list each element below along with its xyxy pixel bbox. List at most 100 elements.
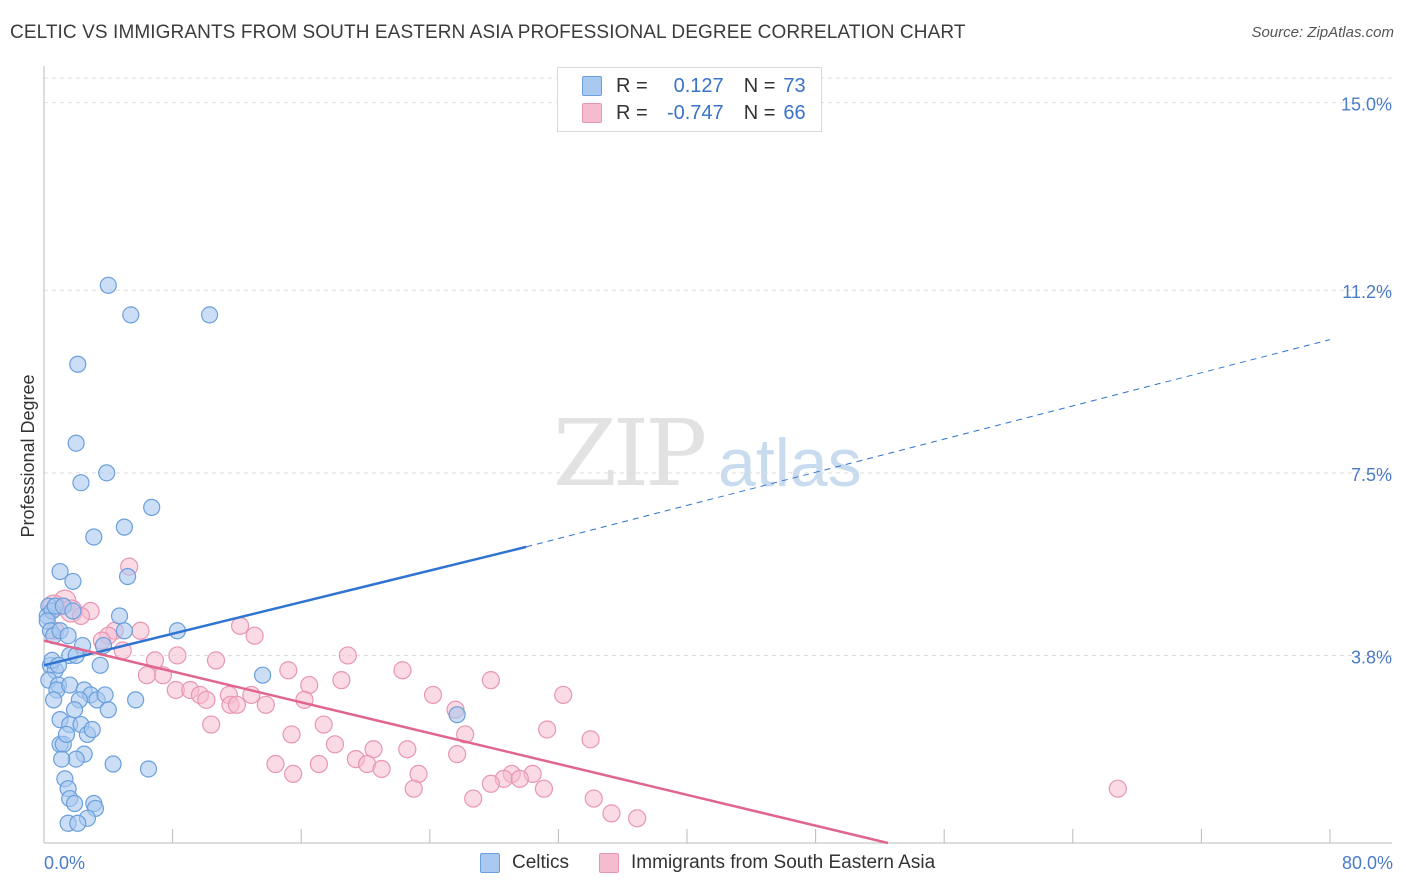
immigrants-point bbox=[245, 626, 264, 645]
immigrants-point bbox=[197, 690, 216, 709]
immigrants-point bbox=[202, 715, 221, 734]
immigrants-point bbox=[206, 651, 226, 670]
trend-lines bbox=[43, 339, 1331, 845]
celtics-point bbox=[139, 760, 158, 778]
immigrants-point bbox=[448, 745, 467, 764]
series-celtics-points bbox=[38, 276, 466, 832]
celtics-swatch bbox=[480, 853, 500, 873]
correlation-legend: R = 0.127 N = 73 R = -0.747 N = 66 bbox=[557, 67, 822, 132]
legend-r-value: 0.127 bbox=[673, 74, 724, 97]
immigrants-point bbox=[309, 754, 328, 774]
immigrants-point bbox=[481, 671, 500, 690]
x-tick-label-left: 0.0% bbox=[44, 853, 85, 873]
series-legend: Celtics Immigrants from South Eastern As… bbox=[480, 852, 965, 874]
celtics-point bbox=[448, 706, 466, 724]
immigrants-trend-line bbox=[43, 639, 889, 845]
immigrants-point bbox=[266, 754, 285, 774]
legend-item-celtics[interactable]: Celtics bbox=[480, 852, 569, 874]
y-tick-label: 3.8% bbox=[1351, 647, 1392, 667]
axes bbox=[43, 66, 1392, 844]
y-tick-label: 11.2% bbox=[1342, 282, 1392, 302]
immigrants-point bbox=[168, 646, 187, 665]
immigrants-point bbox=[423, 685, 443, 705]
celtics-point bbox=[127, 691, 145, 709]
celtics-point bbox=[99, 276, 117, 294]
celtics-trend-extension bbox=[526, 339, 1331, 548]
immigrants-point bbox=[145, 651, 165, 670]
celtics-point bbox=[254, 666, 272, 684]
immigrants-point bbox=[398, 740, 417, 759]
immigrants-point bbox=[325, 735, 345, 754]
legend-row-celtics: R = 0.127 N = 73 bbox=[582, 73, 806, 99]
celtics-point bbox=[67, 750, 85, 768]
celtics-point bbox=[69, 814, 87, 832]
legend-r-label: R = bbox=[616, 101, 648, 124]
celtics-point bbox=[53, 750, 71, 768]
legend-r-value: -0.747 bbox=[666, 101, 724, 124]
immigrants-point bbox=[256, 695, 275, 714]
legend-swatch-pink bbox=[582, 103, 602, 123]
immigrants-point bbox=[284, 764, 303, 784]
gridlines bbox=[44, 77, 1392, 656]
legend-r-label: R = bbox=[616, 74, 648, 97]
legend-n-value: 66 bbox=[783, 101, 806, 124]
celtics-trend-line bbox=[43, 545, 527, 667]
watermark-atlas: atlas bbox=[718, 425, 862, 501]
immigrants-point bbox=[372, 759, 391, 779]
immigrants-point bbox=[282, 725, 301, 744]
celtics-point bbox=[61, 676, 79, 694]
immigrants-point bbox=[295, 690, 314, 709]
celtics-point bbox=[143, 498, 161, 516]
celtics-point bbox=[118, 567, 137, 586]
immigrants-swatch bbox=[599, 853, 620, 873]
immigrants-point bbox=[464, 789, 483, 808]
legend-row-immigrants: R = -0.747 N = 66 bbox=[582, 100, 806, 126]
celtics-point bbox=[200, 306, 219, 324]
immigrants-point bbox=[456, 725, 475, 744]
y-axis-label: Professional Degree bbox=[18, 374, 38, 537]
immigrants-point bbox=[332, 671, 351, 690]
celtics-point bbox=[110, 607, 129, 625]
celtics-point bbox=[65, 794, 84, 813]
celtics-point bbox=[99, 701, 117, 719]
x-tick-label-right: 80.0% bbox=[1342, 853, 1393, 873]
legend-swatch-blue bbox=[582, 76, 602, 96]
immigrants-point bbox=[628, 809, 647, 828]
series-immigrants-points bbox=[42, 557, 1127, 828]
legend-item-immigrants[interactable]: Immigrants from South Eastern Asia bbox=[599, 852, 935, 874]
immigrants-point bbox=[581, 730, 600, 749]
immigrants-point bbox=[227, 695, 246, 714]
y-tick-label: 15.0% bbox=[1341, 95, 1392, 115]
legend-n-value: 73 bbox=[783, 74, 806, 97]
celtics-point bbox=[72, 474, 90, 492]
immigrants-point bbox=[314, 715, 333, 734]
immigrants-point bbox=[584, 789, 603, 808]
celtics-point bbox=[104, 755, 122, 773]
tick-labels: 3.8% 7.5% 11.2% 15.0% 0.0% 80.0% bbox=[44, 95, 1393, 873]
legend-n-label: N = bbox=[743, 101, 776, 124]
celtics-point bbox=[51, 562, 69, 581]
chart-title: CELTIC VS IMMIGRANTS FROM SOUTH EASTERN … bbox=[10, 22, 966, 43]
immigrants-point bbox=[1108, 779, 1127, 798]
celtics-point bbox=[85, 528, 103, 546]
celtics-point bbox=[45, 691, 63, 709]
immigrants-point bbox=[279, 661, 298, 680]
celtics-point bbox=[122, 306, 140, 324]
celtics-point bbox=[115, 622, 133, 640]
celtics-point bbox=[64, 602, 82, 620]
celtics-point bbox=[69, 355, 87, 373]
immigrants-point bbox=[538, 720, 557, 739]
celtics-point bbox=[65, 701, 84, 719]
source-credit: Source: ZipAtlas.com bbox=[1251, 24, 1394, 41]
watermark-zip: ZIP bbox=[553, 400, 707, 507]
celtics-point bbox=[91, 656, 109, 674]
immigrants-point bbox=[131, 621, 150, 640]
immigrants-point bbox=[534, 779, 554, 798]
celtics-point bbox=[67, 434, 85, 452]
celtics-point bbox=[98, 464, 116, 482]
celtics-label: Celtics bbox=[512, 852, 570, 873]
immigrants-point bbox=[510, 769, 529, 788]
immigrants-point bbox=[338, 646, 357, 665]
immigrants-label: Immigrants from South Eastern Asia bbox=[631, 852, 936, 873]
